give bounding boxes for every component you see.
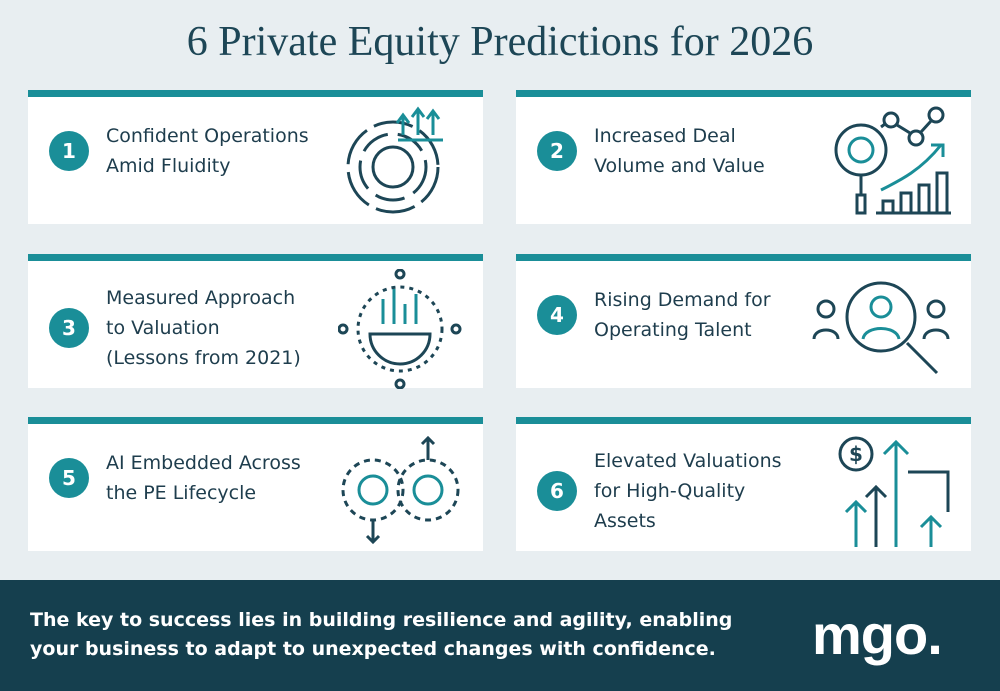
card-line: Confident Operations: [106, 125, 309, 147]
card-number: 1: [49, 131, 89, 171]
icon: [834, 106, 951, 215]
icon-glyph: $: [849, 442, 863, 466]
icon: [341, 435, 460, 545]
card-line: to Valuation: [106, 317, 220, 339]
card-text: AI Embedded Across the PE Lifecycle: [106, 448, 301, 508]
card-text: Increased Deal Volume and Value: [594, 121, 765, 181]
card-line: Increased Deal: [594, 125, 736, 147]
card-line: Volume and Value: [594, 155, 765, 177]
card-line: Rising Demand for: [594, 289, 771, 311]
card-line: Assets: [594, 510, 656, 532]
card-line: (Lessons from 2021): [106, 347, 301, 369]
icon: $: [838, 436, 950, 547]
title: 6 Private Equity Predictions for 2026: [186, 19, 814, 65]
card-line: Measured Approach: [106, 287, 296, 309]
card-number: 4: [537, 295, 577, 335]
card-line: Amid Fluidity: [106, 155, 231, 177]
card-text: Confident Operations Amid Fluidity: [106, 121, 309, 181]
icon: [812, 281, 950, 375]
card-line: AI Embedded Across: [106, 452, 301, 474]
card-number: 2: [537, 131, 577, 171]
card-number: 6: [537, 471, 577, 511]
logo: mgo.: [812, 603, 943, 666]
card-number: 5: [49, 458, 89, 498]
card-line: for High-Quality: [594, 480, 746, 502]
card-line: Elevated Valuations: [594, 450, 782, 472]
card-text: Rising Demand for Operating Talent: [594, 285, 771, 345]
card-number: 3: [49, 308, 89, 348]
card: 4 Rising Demand for Operating Talent: [516, 254, 971, 388]
footer-text: The key to success lies in building resi…: [30, 606, 732, 664]
footer: The key to success lies in building resi…: [0, 580, 1000, 691]
icon: [346, 106, 443, 214]
card: 6 Elevated Valuations for High-Quality Asse…: [516, 417, 971, 551]
card-text: Elevated Valuations for High-Quality Asset…: [594, 446, 782, 536]
card-line: the PE Lifecycle: [106, 482, 257, 504]
card-line: Operating Talent: [594, 319, 752, 341]
card: 1 Confident Operations Amid Fluidity: [28, 90, 483, 224]
footer-line: The key to success lies in building resi…: [30, 609, 733, 631]
icon: [338, 269, 462, 389]
card: 2 Increased Deal Volume and Value: [516, 90, 971, 224]
footer-line: your business to adapt to unexpected cha…: [30, 638, 716, 660]
card: 5 AI Embedded Across the PE Lifecycle: [28, 417, 483, 551]
card-text: Measured Approach to Valuation (Lessons fr…: [106, 283, 301, 373]
card: 3 Measured Approach to Valuation (Lessons f…: [28, 254, 483, 389]
